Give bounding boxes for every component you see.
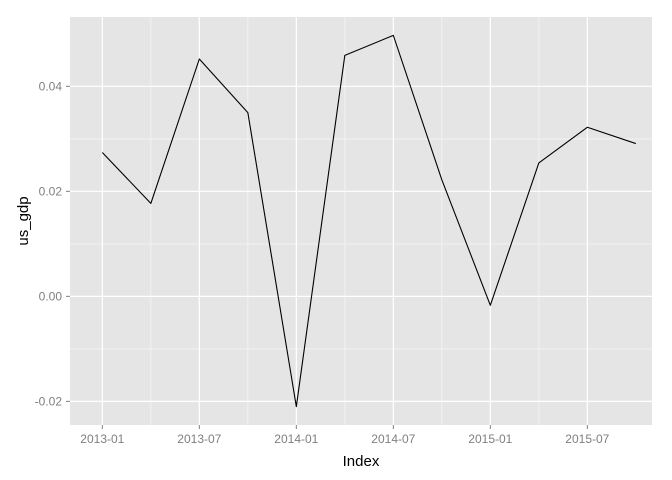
y-tick-label: 0.04	[39, 79, 63, 93]
major-gridlines	[70, 17, 652, 425]
plot-panel	[70, 17, 652, 425]
y-tick-label: -0.02	[35, 394, 63, 408]
x-tick-label: 2015-07	[565, 432, 609, 446]
x-tick-label: 2014-01	[274, 432, 318, 446]
x-tick-label: 2013-07	[177, 432, 221, 446]
axis-ticks	[66, 85, 588, 429]
minor-gridlines	[70, 17, 652, 425]
y-tick-labels: -0.02 0.00 0.02 0.04	[35, 79, 63, 408]
x-tick-label: 2013-01	[80, 432, 124, 446]
series-line	[101, 34, 637, 408]
x-axis-title: Index	[343, 453, 380, 470]
x-tick-label: 2015-01	[468, 432, 512, 446]
series-layer	[101, 34, 637, 408]
y-tick-label: 0.00	[39, 289, 63, 303]
x-tick-label: 2014-07	[371, 432, 415, 446]
y-axis-title: us_gdp	[15, 196, 32, 245]
x-tick-labels: 2013-01 2013-07 2014-01 2014-07 2015-01 2015-…	[80, 432, 609, 446]
y-tick-label: 0.02	[39, 184, 63, 198]
